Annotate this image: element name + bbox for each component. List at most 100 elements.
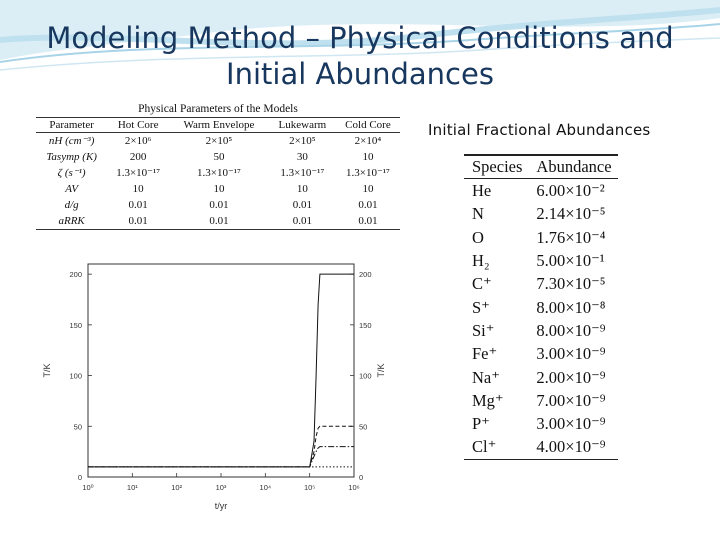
abundance-cell: 2.14×10⁻⁵ (536, 204, 606, 224)
params-cell: 2×10⁶ (124, 135, 152, 147)
abundances-caption: Initial Fractional Abundances (428, 121, 651, 139)
slide-title: Modeling Method – Physical Conditions an… (0, 20, 720, 92)
table-row: P⁺ 3.00×10⁻⁹ (464, 412, 618, 435)
params-cell: 50 (213, 151, 225, 163)
abundance-cell: 7.00×10⁻⁹ (536, 390, 606, 410)
table-row: O 1.76×10⁻⁴ (464, 226, 618, 249)
x-tick-label: 10⁴ (260, 483, 272, 492)
species-cell: Mg⁺ (472, 390, 504, 410)
x-tick-label: 10⁶ (348, 483, 359, 492)
slide-background-wave (0, 0, 720, 71)
params-cell: 1.3×10⁻¹⁷ (280, 167, 325, 179)
abundance-cell: 5.00×10⁻¹ (536, 251, 605, 271)
table-row: Si⁺ 8.00×10⁻⁹ (464, 319, 618, 342)
params-header: Lukewarm (268, 117, 336, 133)
species-cell: S⁺ (472, 297, 490, 317)
y-axis-label: T/K (42, 363, 52, 377)
species-cell: H₂ (472, 251, 490, 271)
abundance-cell: 3.00×10⁻⁹ (536, 414, 606, 434)
abundances-header: Abundance (528, 154, 618, 179)
params-cell: ζ (s⁻¹) (57, 167, 86, 179)
species-cell: P⁺ (472, 414, 490, 434)
y-axis-label-right: T/K (376, 363, 386, 377)
slide-title-line1: Modeling Method – Physical Conditions an… (46, 21, 674, 55)
y-tick-label-right: 100 (359, 372, 372, 381)
params-header: Warm Envelope (169, 117, 269, 133)
table-row: ζ (s⁻¹) 1.3×10⁻¹⁷ 1.3×10⁻¹⁷ 1.3×10⁻¹⁷ 1.… (36, 165, 400, 181)
abundance-cell: 7.30×10⁻⁵ (536, 274, 606, 294)
physical-parameters-table: Physical Parameters of the Models Parame… (36, 101, 400, 230)
params-cell: nH (cm⁻³) (48, 135, 95, 147)
params-cell: 10 (132, 183, 144, 195)
params-header-row: Parameter Hot Core Warm Envelope Lukewar… (36, 117, 400, 133)
table-row: nH (cm⁻³) 2×10⁶ 2×10⁵ 2×10⁵ 2×10⁴ (36, 133, 400, 150)
params-cell: 1.3×10⁻¹⁷ (116, 167, 161, 179)
table-row: Na⁺ 2.00×10⁻⁹ (464, 365, 618, 388)
species-cell: Cl⁺ (464, 435, 529, 460)
species-cell: Si⁺ (472, 320, 495, 340)
x-tick-label: 10⁰ (82, 483, 93, 492)
params-cell: 10 (296, 183, 308, 195)
abundance-cell: 3.00×10⁻⁹ (536, 344, 606, 364)
y-tick-label: 100 (69, 372, 82, 381)
y-tick-label: 150 (69, 321, 82, 330)
table-row: C⁺ 7.30×10⁻⁵ (464, 272, 618, 295)
y-tick-label: 0 (78, 473, 82, 482)
series-line-dashdot (88, 446, 354, 468)
params-cell: aRRK (36, 213, 108, 230)
table-row: H₂ 5.00×10⁻¹ (464, 249, 618, 272)
params-cell: 10 (362, 183, 374, 195)
params-cell: 0.01 (169, 213, 269, 230)
params-cell: 0.01 (107, 213, 170, 230)
species-cell: O (472, 227, 484, 247)
table-row: Mg⁺ 7.00×10⁻⁹ (464, 389, 618, 412)
abundance-cell: 4.00×10⁻⁹ (528, 435, 618, 460)
table-row: Cl⁺ 4.00×10⁻⁹ (464, 435, 618, 460)
abundance-cell: 8.00×10⁻⁹ (536, 320, 606, 340)
x-tick-label: 10³ (216, 483, 227, 492)
initial-abundances-table: Initial Fractional Abundances Species Ab… (424, 120, 684, 490)
table-row: S⁺ 8.00×10⁻⁸ (464, 295, 618, 318)
x-tick-label: 10¹ (127, 483, 138, 492)
params-cell: 200 (129, 151, 147, 163)
abundances-table: Species Abundance He 6.00×10⁻² N 2.14×10⁻⁵ O… (464, 154, 618, 460)
species-cell: Fe⁺ (472, 344, 498, 364)
params-cell: AV (65, 183, 79, 195)
params-table: Parameter Hot Core Warm Envelope Lukewar… (36, 117, 400, 230)
params-cell: 0.01 (358, 199, 378, 211)
params-cell: d/g (64, 199, 79, 211)
table-row: Tasymp (K) 200 50 30 10 (36, 149, 400, 165)
params-cell: 1.3×10⁻¹⁷ (345, 167, 390, 179)
table-row: d/g 0.01 0.01 0.01 0.01 (36, 197, 400, 213)
species-cell: He (472, 181, 492, 201)
abundance-cell: 1.76×10⁻⁴ (536, 227, 606, 247)
species-cell: Na⁺ (472, 367, 500, 387)
y-tick-label-right: 0 (359, 473, 363, 482)
params-header: Cold Core (335, 117, 400, 133)
x-tick-label: 10² (171, 483, 182, 492)
table-row: Fe⁺ 3.00×10⁻⁹ (464, 342, 618, 365)
x-axis-label: t/yr (215, 501, 228, 511)
slide-title-line2: Initial Abundances (226, 57, 494, 91)
abundances-header: Species (464, 154, 529, 179)
params-cell: 2×10⁵ (289, 135, 316, 147)
plot-background (36, 252, 408, 514)
y-tick-label-right: 200 (359, 270, 372, 279)
y-tick-label: 200 (69, 270, 82, 279)
params-cell: 10 (362, 151, 374, 163)
params-cell: 2×10⁴ (354, 135, 382, 147)
params-header: Parameter (36, 117, 108, 133)
params-header: Hot Core (107, 117, 170, 133)
params-cell: 0.01 (128, 199, 148, 211)
params-cell: 2×10⁵ (205, 135, 233, 147)
table-row: He 6.00×10⁻² (464, 179, 618, 203)
table-row: aRRK 0.01 0.01 0.01 0.01 (36, 213, 400, 230)
params-cell: 0.01 (209, 199, 229, 211)
x-tick-label: 10⁵ (304, 483, 315, 492)
params-cell: 10 (213, 183, 225, 195)
params-cell: Tasymp (K) (46, 151, 97, 163)
y-tick-label: 50 (74, 422, 82, 431)
params-cell: 0.01 (335, 213, 400, 230)
abundance-cell: 2.00×10⁻⁹ (536, 367, 606, 387)
table-row: N 2.14×10⁻⁵ (464, 202, 618, 225)
